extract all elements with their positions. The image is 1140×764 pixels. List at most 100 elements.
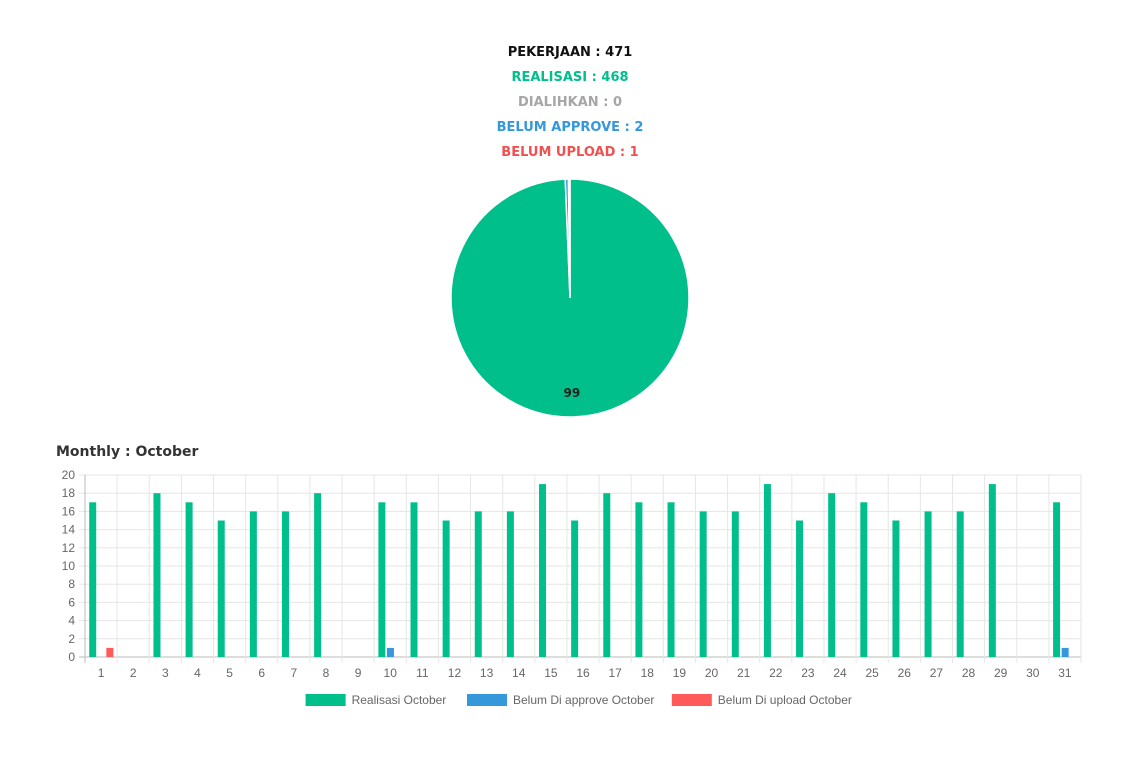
y-tick-label: 14 — [62, 523, 76, 537]
bar-realisasi — [153, 493, 161, 657]
legend-item-label[interactable]: Realisasi October — [352, 693, 447, 707]
y-tick-label: 0 — [68, 650, 75, 664]
bar-chart-legend: Realisasi October Belum Di approve Octobe… — [305, 693, 852, 707]
bar-belum-approve — [386, 647, 394, 657]
monthly-separator: : — [120, 444, 136, 460]
bar-realisasi — [217, 520, 225, 657]
stat-belum-approve: BELUM APPROVE : 2 — [0, 115, 1140, 140]
x-tick-label: 26 — [898, 666, 912, 680]
bar-realisasi — [988, 484, 996, 657]
bar-realisasi — [956, 511, 964, 657]
stat-belum-upload-value: 1 — [629, 145, 639, 160]
x-tick-label: 23 — [801, 666, 815, 680]
legend-swatch[interactable] — [305, 694, 346, 706]
x-tick-label: 7 — [290, 666, 297, 680]
bar-realisasi — [89, 502, 97, 657]
bar-realisasi — [442, 520, 450, 657]
x-tick-label: 30 — [1026, 666, 1040, 680]
x-tick-label: 15 — [544, 666, 558, 680]
stat-separator: : — [620, 120, 635, 135]
stat-realisasi: REALISASI : 468 — [0, 65, 1140, 90]
pie-slice-3 — [567, 178, 571, 299]
bar-realisasi — [731, 511, 739, 657]
x-tick-label: 16 — [576, 666, 590, 680]
bar-realisasi — [314, 493, 322, 657]
stat-dialihkan: DIALIHKAN : 0 — [0, 90, 1140, 115]
bar-realisasi — [763, 484, 771, 657]
bar-belum-upload — [106, 647, 114, 657]
x-tick-label: 22 — [769, 666, 783, 680]
bar-realisasi — [1053, 502, 1061, 657]
bar-realisasi — [539, 484, 547, 657]
x-tick-label: 3 — [162, 666, 169, 680]
y-tick-label: 6 — [68, 595, 75, 609]
x-tick-label: 28 — [962, 666, 976, 680]
legend-item-label[interactable]: Belum Di approve October — [513, 693, 654, 707]
stat-realisasi-label: REALISASI — [511, 70, 588, 85]
stat-belum-upload: BELUM UPLOAD : 1 — [0, 140, 1140, 165]
x-tick-label: 6 — [258, 666, 265, 680]
pie-slice-label: 99 — [564, 386, 581, 400]
x-tick-label: 18 — [641, 666, 655, 680]
x-tick-label: 20 — [705, 666, 719, 680]
stat-pekerjaan-label: PEKERJAAN — [507, 45, 591, 60]
bar-realisasi — [828, 493, 836, 657]
x-tick-label: 29 — [994, 666, 1008, 680]
x-tick-label: 19 — [673, 666, 687, 680]
stat-belum-approve-label: BELUM APPROVE — [496, 120, 621, 135]
y-tick-label: 8 — [68, 577, 75, 591]
x-tick-label: 4 — [194, 666, 201, 680]
stat-dialihkan-label: DIALIHKAN — [517, 95, 599, 110]
x-tick-label: 25 — [865, 666, 879, 680]
x-tick-label: 24 — [833, 666, 847, 680]
bar-realisasi — [249, 511, 257, 657]
bar-realisasi — [924, 511, 932, 657]
legend-item-label[interactable]: Belum Di upload October — [718, 693, 852, 707]
monthly-month: October — [135, 444, 199, 460]
x-tick-label: 2 — [130, 666, 137, 680]
bar-realisasi — [281, 511, 289, 657]
stat-separator: : — [590, 45, 606, 60]
x-tick-label: 17 — [608, 666, 622, 680]
y-tick-label: 4 — [68, 614, 75, 628]
y-tick-label: 18 — [62, 486, 76, 500]
bar-realisasi — [378, 502, 386, 657]
y-tick-label: 12 — [62, 541, 76, 555]
y-tick-label: 20 — [62, 468, 76, 482]
legend-swatch[interactable] — [467, 694, 507, 706]
bar-realisasi — [796, 520, 804, 657]
x-tick-label: 14 — [512, 666, 526, 680]
x-tick-label: 10 — [384, 666, 398, 680]
legend-swatch[interactable] — [671, 694, 712, 706]
stat-separator: : — [587, 70, 602, 85]
stat-belum-upload-label: BELUM UPLOAD — [501, 145, 616, 160]
x-tick-label: 27 — [930, 666, 944, 680]
monthly-title: Monthly : October — [56, 444, 198, 460]
stat-belum-approve-value: 2 — [634, 120, 644, 135]
bar-realisasi — [892, 520, 900, 657]
stat-pekerjaan: PEKERJAAN : 471 — [0, 40, 1140, 65]
bar-realisasi — [667, 502, 675, 657]
stat-separator: : — [615, 145, 630, 160]
pie-chart: 99 — [450, 178, 690, 418]
bar-realisasi — [185, 502, 193, 657]
y-tick-label: 16 — [62, 504, 76, 518]
x-tick-label: 12 — [448, 666, 462, 680]
bar-realisasi — [860, 502, 868, 657]
x-tick-label: 11 — [416, 666, 429, 680]
bar-realisasi — [699, 511, 707, 657]
x-tick-label: 8 — [323, 666, 330, 680]
x-tick-label: 21 — [737, 666, 751, 680]
y-tick-label: 2 — [68, 632, 75, 646]
bar-belum-approve — [1061, 647, 1069, 657]
stat-realisasi-value: 468 — [601, 70, 629, 85]
monthly-label: Monthly — [56, 444, 121, 460]
bar-realisasi — [635, 502, 643, 657]
x-tick-label: 9 — [355, 666, 362, 680]
summary-stats: PEKERJAAN : 471 REALISASI : 468 DIALIHKA… — [0, 40, 1140, 165]
x-tick-label: 1 — [98, 666, 105, 680]
bar-realisasi — [571, 520, 579, 657]
y-tick-label: 10 — [62, 559, 76, 573]
